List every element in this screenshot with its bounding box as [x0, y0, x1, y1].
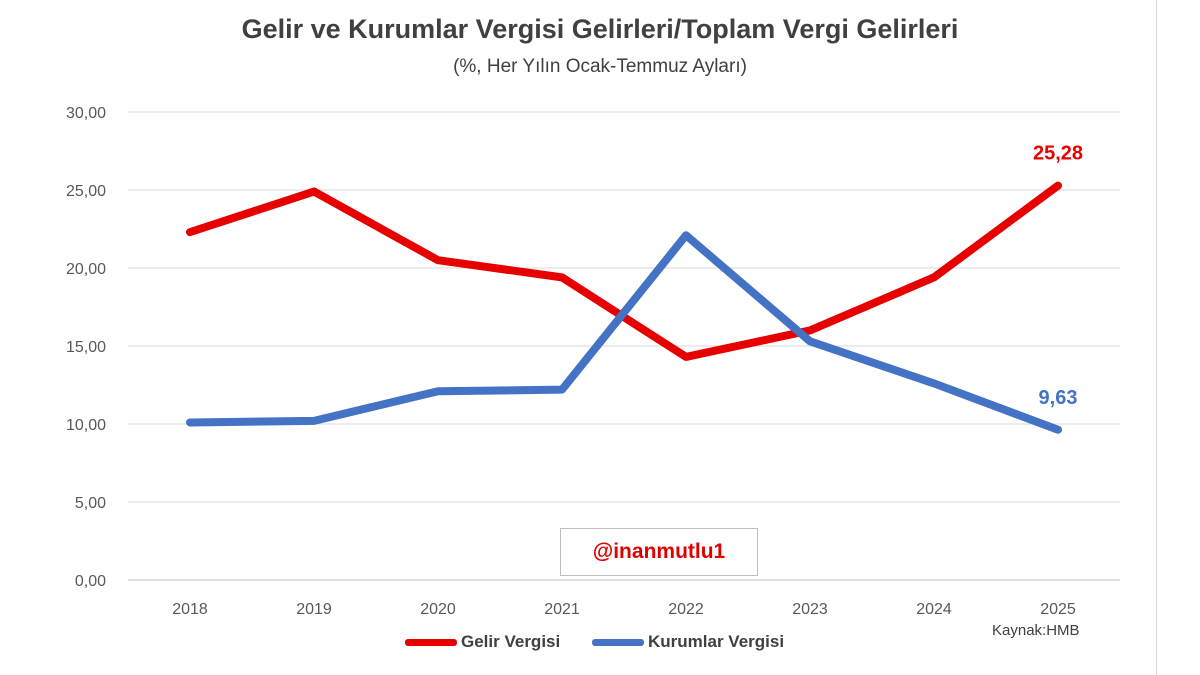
chart-frame-edge	[1156, 0, 1157, 675]
y-tick-label: 20,00	[66, 261, 106, 278]
x-tick-label: 2023	[792, 601, 828, 618]
y-tick-label: 0,00	[75, 573, 106, 590]
watermark-label: @inanmutlu1	[560, 528, 758, 576]
y-tick-label: 25,00	[66, 183, 106, 200]
series-line-gelir-vergisi	[186, 181, 1062, 361]
chart-subtitle: (%, Her Yılın Ocak-Temmuz Ayları)	[453, 56, 747, 77]
legend-swatch-gelir-vergisi	[405, 638, 457, 646]
x-tick-label: 2019	[296, 601, 332, 618]
legend-label-kurumlar-vergisi: Kurumlar Vergisi	[648, 632, 785, 651]
x-tick-label: 2021	[544, 601, 580, 618]
legend-label-gelir-vergisi: Gelir Vergisi	[461, 632, 561, 651]
legend-item-gelir-vergisi: Gelir Vergisi	[405, 632, 560, 652]
y-tick-label: 10,00	[66, 417, 106, 434]
data-label: 9,63	[1039, 387, 1078, 409]
chart-legend: Gelir Vergisi Kurumlar Vergisi	[0, 632, 1200, 656]
x-tick-label: 2020	[420, 601, 456, 618]
y-tick-label: 5,00	[75, 495, 106, 512]
x-tick-label: 2025	[1040, 601, 1076, 618]
legend-item-kurumlar-vergisi: Kurumlar Vergisi	[592, 632, 784, 652]
series-line-kurumlar-vergisi	[186, 231, 1062, 434]
legend-swatch-kurumlar-vergisi	[592, 638, 644, 646]
y-tick-label: 30,00	[66, 105, 106, 122]
x-tick-label: 2022	[668, 601, 704, 618]
data-label: 25,28	[1033, 143, 1083, 165]
x-tick-label: 2024	[916, 601, 952, 618]
x-tick-label: 2018	[172, 601, 208, 618]
chart-title: Gelir ve Kurumlar Vergisi Gelirleri/Topl…	[241, 14, 959, 44]
y-tick-label: 15,00	[66, 339, 106, 356]
source-note: Kaynak:HMB	[992, 622, 1080, 639]
